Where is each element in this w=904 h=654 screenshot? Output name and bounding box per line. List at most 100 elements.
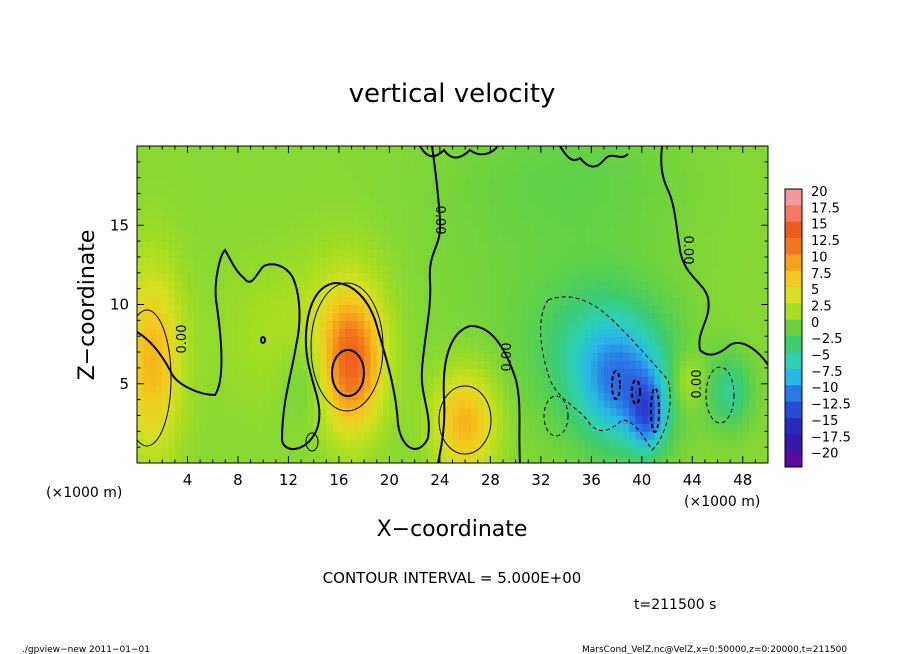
heatmap-cell (149, 233, 157, 242)
heatmap-cell (282, 185, 290, 195)
heatmap-cell (414, 336, 422, 345)
heatmap-cell (667, 161, 674, 171)
heatmap-cell (433, 383, 441, 393)
heatmap-cell (269, 241, 277, 250)
heatmap-cell (597, 399, 605, 409)
heatmap-cell (174, 272, 182, 282)
heatmap-cell (521, 359, 529, 369)
heatmap-cell (137, 249, 144, 258)
heatmap-cell (187, 169, 195, 179)
heatmap-cell (622, 320, 630, 329)
heatmap-cell (692, 288, 700, 298)
heatmap-cell (345, 328, 353, 337)
heatmap-cell (547, 169, 555, 179)
heatmap-cell (667, 375, 674, 385)
heatmap-cell (326, 264, 334, 274)
heatmap-cell (528, 201, 536, 210)
heatmap-cell (168, 241, 176, 250)
heatmap-cell (509, 399, 517, 409)
heatmap-cell (704, 249, 712, 258)
heatmap-cell (250, 447, 258, 456)
heatmap-cell (319, 359, 327, 369)
heatmap-cell (383, 185, 390, 195)
heatmap-cell (591, 431, 599, 440)
heatmap-cell (654, 264, 662, 274)
heatmap-cell (654, 431, 662, 440)
heatmap-cell (648, 431, 656, 440)
heatmap-cell (162, 185, 170, 195)
heatmap-cell (326, 352, 334, 361)
heatmap-cell (458, 209, 466, 218)
heatmap-cell (307, 288, 315, 298)
heatmap-cell (660, 447, 668, 456)
heatmap-cell (742, 415, 750, 424)
heatmap-cell (723, 415, 731, 424)
heatmap-cell (521, 161, 529, 171)
heatmap-cell (338, 225, 346, 234)
heatmap-cell (383, 161, 390, 171)
heatmap-cell (477, 344, 485, 353)
heatmap-cell (622, 336, 630, 345)
heatmap-cell (370, 201, 378, 210)
heatmap-cell (723, 169, 731, 179)
heatmap-cell (269, 256, 277, 266)
heatmap-cell (275, 153, 283, 163)
heatmap-cell (433, 447, 441, 456)
heatmap-cell (742, 225, 750, 234)
heatmap-cell (174, 146, 182, 155)
heatmap-cell (269, 225, 277, 234)
heatmap-cell (496, 256, 504, 266)
heatmap-cell (723, 241, 731, 250)
heatmap-cell (376, 201, 384, 210)
x-unit-label-right: (×1000 m) (684, 494, 760, 510)
heatmap-cell (654, 375, 662, 385)
heatmap-cell (244, 359, 252, 369)
heatmap-cell (730, 336, 738, 345)
heatmap-cell (502, 336, 510, 345)
heatmap-cell (736, 359, 744, 369)
heatmap-cell (143, 328, 151, 337)
heatmap-cell (534, 185, 542, 195)
heatmap-cell (553, 383, 561, 393)
heatmap-cell (383, 439, 390, 448)
heatmap-cell (143, 169, 151, 179)
heatmap-cell (269, 249, 277, 258)
heatmap-cell (452, 280, 460, 290)
heatmap-cell (187, 249, 195, 258)
heatmap-cell (389, 146, 397, 155)
heatmap-cell (395, 431, 403, 440)
heatmap-cell (313, 439, 321, 448)
heatmap-cell (553, 367, 561, 377)
heatmap-cell (237, 264, 245, 274)
heatmap-cell (540, 264, 548, 274)
heatmap-cell (332, 209, 340, 218)
heatmap-cell (458, 249, 466, 258)
x-tick-label: 48 (733, 471, 752, 489)
heatmap-cell (597, 185, 605, 195)
heatmap-cell (446, 264, 454, 274)
heatmap-cell (717, 296, 725, 306)
heatmap-cell (200, 264, 208, 274)
heatmap-cell (193, 399, 201, 409)
heatmap-cell (490, 375, 498, 385)
heatmap-cell (237, 288, 245, 298)
heatmap-cell (496, 209, 504, 218)
heatmap-cell (749, 169, 756, 179)
heatmap-cell (742, 209, 750, 218)
heatmap-cell (591, 256, 599, 266)
heatmap-cell (364, 233, 372, 242)
heatmap-cell (414, 304, 422, 314)
heatmap-cell (319, 431, 327, 440)
heatmap-cell (749, 201, 756, 210)
heatmap-cell (395, 455, 403, 463)
heatmap-cell (521, 193, 529, 203)
heatmap-cell (200, 249, 208, 258)
heatmap-cell (490, 336, 498, 345)
heatmap-cell (458, 288, 466, 298)
heatmap-cell (502, 375, 510, 385)
heatmap-cell (641, 352, 649, 361)
heatmap-cell (244, 146, 252, 155)
heatmap-cell (711, 225, 719, 234)
heatmap-cell (698, 423, 706, 432)
heatmap-cell (471, 407, 479, 417)
